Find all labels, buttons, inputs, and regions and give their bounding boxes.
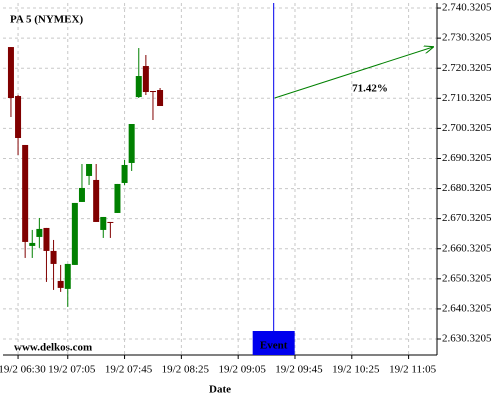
x-tick-label: 19/2 07:05 [48,364,96,376]
candle-body [15,96,22,138]
y-tick-label: 2.690.3205 [442,152,492,164]
projection-arrow [274,47,433,99]
candle-body [142,66,149,93]
candle-body [22,144,29,242]
y-tick-label: 2.660.3205 [442,242,492,254]
x-tick-label: 19/2 08:25 [162,364,210,376]
candle-body [100,216,107,230]
candle-body [57,280,64,288]
event-box [252,331,295,355]
projection-label: 71.42% [352,83,388,95]
x-tick-label: 19/2 10:25 [332,364,380,376]
candle-body [114,183,121,213]
y-tick-label: 2.730.3205 [442,32,492,44]
y-tick-label: 2.700.3205 [442,122,492,134]
candle-body [157,90,164,107]
candle-body [149,91,156,93]
x-tick-label: 19/2 06:30 [0,364,46,376]
y-tick-label: 2.640.3205 [442,302,492,314]
y-tick-label: 2.710.3205 [442,92,492,104]
candle-body [86,163,93,176]
x-axis-title: Date [209,384,231,396]
chart-title: PA 5 (NYMEX) [10,14,83,26]
candle-body [43,227,50,251]
candle-body [121,164,128,183]
watermark: www.delkos.com [14,342,92,354]
candle-body [128,124,135,163]
event-label: Event [260,340,288,352]
candle-body [135,76,142,98]
y-tick-label: 2.680.3205 [442,182,492,194]
candle-body [29,242,36,246]
candle-body [50,250,57,264]
x-tick-label: 19/2 07:45 [105,364,153,376]
x-tick-label: 19/2 09:05 [218,364,266,376]
candle-body [93,179,100,222]
candle-body [7,47,14,99]
y-tick-label: 2.630.3205 [442,333,492,345]
y-tick-label: 2.720.3205 [442,62,492,74]
x-tick-label: 19/2 11:05 [389,364,436,376]
y-tick-label: 2.670.3205 [442,212,492,224]
candle-body [64,263,71,289]
y-tick-label: 2.650.3205 [442,272,492,284]
candle-body [71,202,78,265]
candle-body [36,228,43,237]
y-tick-label: 2.740.3205 [442,2,492,14]
x-tick-label: 19/2 09:45 [275,364,323,376]
candle-body [107,221,114,223]
candle-body [78,187,85,202]
